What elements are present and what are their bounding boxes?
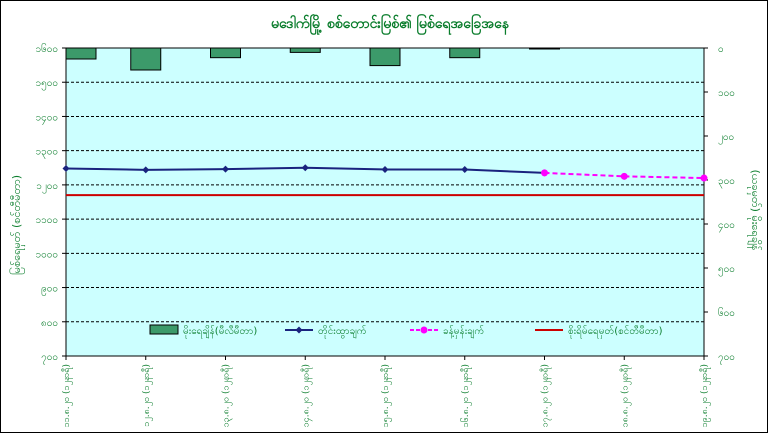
right-tick-label: ၆၀၀ bbox=[718, 306, 735, 319]
left-tick-label: ၁၅၀၀ bbox=[36, 78, 59, 91]
rainfall-bar bbox=[369, 47, 401, 67]
data-point bbox=[461, 165, 469, 173]
x-tick-label: ၁၇.၈.၂၀ (၁၂နာရီ) bbox=[540, 364, 552, 427]
series-line bbox=[544, 171, 705, 180]
legend-marker bbox=[295, 326, 303, 334]
left-axis-ticks: ၇၀၀ ၈၀၀ ၉၀၀ ၁၀၀၀ ၁၁၀၀ ၁၂၀၀ ၁၃၀၀ ၁၄၀၀ ၁၅၀၀ ၁၆၀၀ bbox=[36, 42, 66, 365]
rainfall-bar bbox=[449, 47, 481, 59]
right-tick-label: ၀ bbox=[718, 44, 724, 55]
left-tick-label: ၁၁၀၀ bbox=[36, 215, 59, 226]
rainfall-bars bbox=[65, 47, 560, 71]
plot-area bbox=[65, 47, 705, 357]
x-tick-label: ၁၄.၈.၂၀ (၁၂နာရီ) bbox=[300, 364, 312, 427]
legend: မိုးရေချိန်(မီလီမီတာ) တိုင်းထွာချက် ခန့်မှ… bbox=[149, 324, 663, 339]
rainfall-bar bbox=[130, 47, 162, 71]
data-point bbox=[222, 165, 229, 173]
rainfall-bar bbox=[210, 47, 241, 59]
legend-label: ခန့်မှန်းချက် bbox=[443, 324, 484, 339]
left-tick-label: ၁၄၀၀ bbox=[36, 112, 59, 125]
data-point bbox=[541, 169, 548, 177]
rainfall-bar bbox=[529, 47, 560, 50]
x-tick-label: ၁၈.၈.၂၀ (၁၂နာရီ) bbox=[619, 364, 631, 427]
right-tick-label: ၇၀၀ bbox=[718, 352, 735, 365]
right-tick-label: ၃၀၀ bbox=[718, 176, 735, 189]
right-tick-label: ၅၀၀ bbox=[718, 264, 735, 277]
left-tick-label: ၁၆၀၀ bbox=[36, 42, 59, 55]
right-tick-label: ၁၀၀ bbox=[718, 88, 735, 99]
x-tick-label: ၁၆.၈.၂၀ (၁၂နာရီ) bbox=[460, 364, 472, 427]
legend-label: မိုးရေချိန်(မီလီမီတာ) bbox=[183, 324, 257, 339]
data-point bbox=[381, 165, 389, 173]
data-point bbox=[620, 172, 628, 180]
x-tick-label: ၁၁.၈.၂၀ (၁၂နာရီ) bbox=[61, 364, 73, 427]
right-axis-label: (ယခုမှတ်) မိုးရေချိန် bbox=[747, 170, 762, 251]
left-tick-label: ၁၃၀၀ bbox=[36, 147, 59, 160]
data-point bbox=[700, 174, 708, 182]
left-tick-label: ၁၀၀၀ bbox=[36, 249, 59, 260]
data-point bbox=[301, 164, 309, 172]
x-tick-label: ၁၅.၈.၂၀ (၁၂နာရီ) bbox=[380, 364, 392, 427]
x-tick-label: ၁၃.၈.၂၀ (၁၂နာရီ) bbox=[221, 364, 233, 427]
gridlines bbox=[66, 81, 704, 323]
x-tick-label: ၁၉.၈.၂၀ (၁၂နာရီ) bbox=[699, 364, 711, 427]
legend-label: တိုင်းထွာချက် bbox=[318, 324, 367, 339]
left-tick-label: ၉၀၀ bbox=[41, 284, 58, 297]
right-tick-label: ၄၀၀ bbox=[718, 220, 735, 233]
x-tick-label: ၁၂.၈.၂၀ (၁၂နာရီ) bbox=[141, 364, 153, 427]
chart-title: မဒေါက်မြို့ စစ်တောင်းမြစ်၏ မြစ်ရေအခြေအနေ bbox=[271, 14, 510, 35]
left-tick-label: ၈၀၀ bbox=[41, 318, 58, 329]
rainfall-bar bbox=[65, 47, 97, 60]
left-tick-label: ၇၀၀ bbox=[41, 352, 58, 365]
legend-marker bbox=[420, 326, 428, 334]
rainfall-bar bbox=[289, 47, 321, 53]
left-axis-label: မြစ်ရေမှတ် (စင်တီမီတာ) bbox=[9, 175, 25, 275]
data-point bbox=[142, 166, 150, 174]
legend-label: စိုးရိမ်ရေမှတ်(စင်တီမီတာ) bbox=[568, 324, 663, 339]
data-point bbox=[62, 164, 70, 172]
legend-swatch bbox=[149, 324, 179, 335]
left-tick-label: ၁၂၀၀ bbox=[36, 181, 58, 194]
x-axis-ticks: ၁၁.၈.၂၀ (၁၂နာရီ) ၁၂.၈.၂၀ (၁၂နာရီ) ၁၃.၈.၂၀ … bbox=[61, 356, 711, 427]
right-tick-label: ၂၀၀ bbox=[718, 132, 734, 145]
water-level-lines bbox=[62, 164, 708, 182]
